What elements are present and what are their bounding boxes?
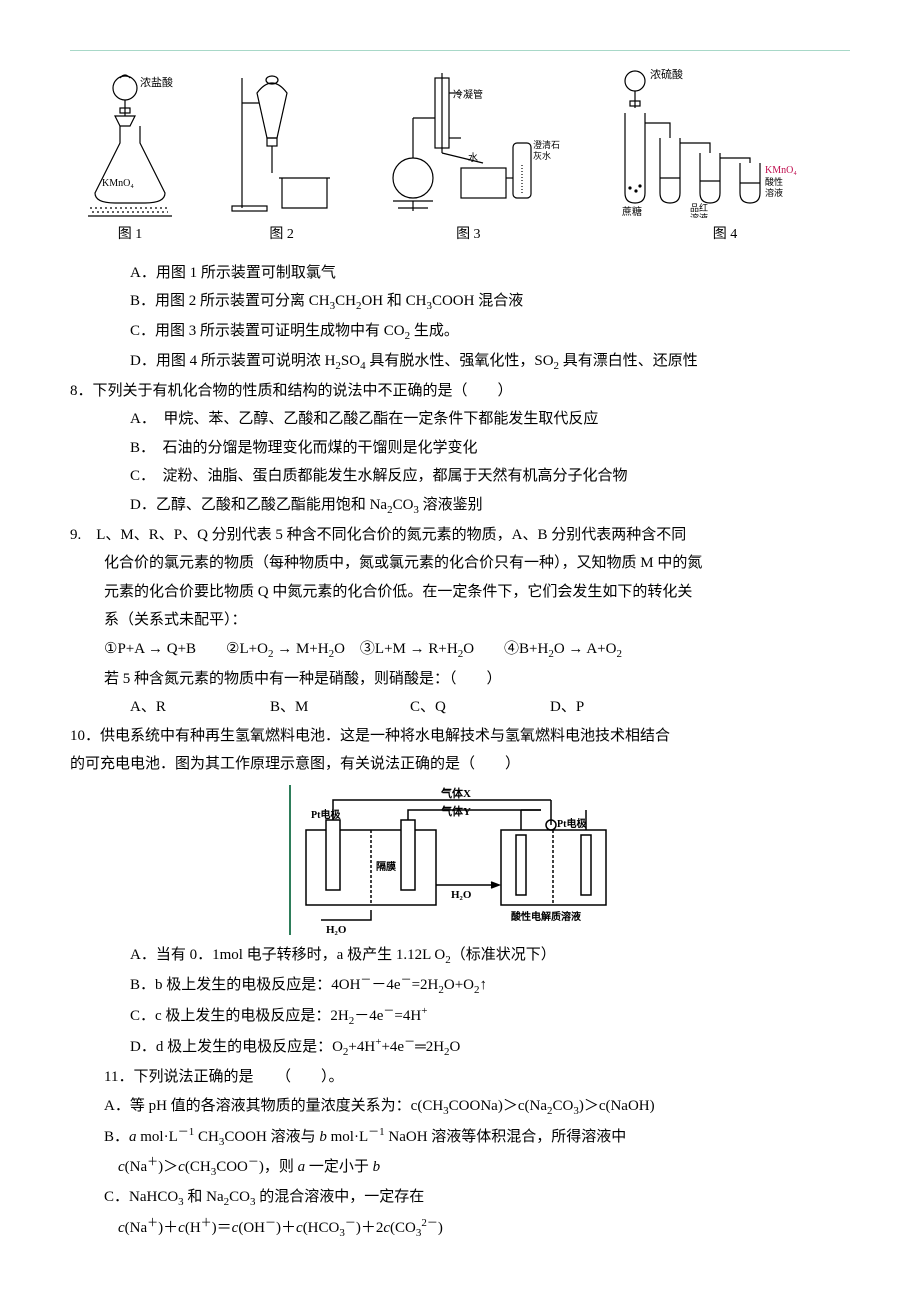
fig3-right-1: 澄清石 <box>533 139 560 150</box>
figure-1: 浓盐酸 KMnO₄ 图 1 <box>70 68 190 249</box>
q11-opt-b2: c(Na＋)＞c(CH3COO－)，则 a 一定小于 b <box>70 1152 850 1183</box>
q9-opt-b: B、M <box>270 693 410 722</box>
figure-4-label: 图 4 <box>713 222 738 249</box>
q9-eqs: ①P+A → Q+B ②L+O2 → M+H2O ③L+M → R+H2O ④B… <box>70 635 850 665</box>
figure-1-svg: 浓盐酸 KMnO₄ <box>70 68 190 218</box>
figure-1-label: 图 1 <box>118 222 143 249</box>
q10-h2o-l: H₂O <box>326 924 347 935</box>
q7-opt-b: B．用图 2 所示装置可分离 CH3CH2OH 和 CH3COOH 混合液 <box>70 287 850 317</box>
fig4-t2b: 溶液 <box>690 212 708 218</box>
q9-opt-a: A、R <box>130 693 270 722</box>
q11-opt-c1: C．NaHCO3 和 Na2CO3 的混合溶液中，一定存在 <box>70 1183 850 1213</box>
q10-stem-2: 的可充电电池．图为其工作原理示意图，有关说法正确的是（ ） <box>70 750 850 779</box>
q9-stem-2: 化合价的氯元素的物质（每种物质中，氮或氯元素的化合价只有一种），又知物质 M 中… <box>70 549 850 578</box>
fig4-top: 浓硫酸 <box>650 67 683 81</box>
q8-opt-a: A． 甲烷、苯、乙醇、乙酸和乙酸乙酯在一定条件下都能发生取代反应 <box>70 405 850 434</box>
figure-2: 图 2 <box>227 68 337 249</box>
q11-opt-a: A．等 pH 值的各溶液其物质的量浓度关系为：c(CH3COONa)＞c(Na2… <box>70 1092 850 1122</box>
q10-opt-c: C．c 极上发生的电极反应是：2H2－4e－=4H+ <box>70 1001 850 1032</box>
figure-4: 浓硫酸 蔗糖 品红 溶液 KMnO₄ 酸性 溶液 图 4 <box>600 63 850 249</box>
q10-stem-1: 10．供电系统中有种再生氢氧燃料电池．这是一种将水电解技术与氢氧燃料电池技术相结… <box>70 722 850 751</box>
q9-stem-3: 元素的化合价要比物质 Q 中氮元素的化合价低。在一定条件下，它们会发生如下的转化… <box>70 578 850 607</box>
q8-opt-b: B． 石油的分馏是物理变化而煤的干馏则是化学变化 <box>70 434 850 463</box>
fig4-t1: 蔗糖 <box>622 205 642 218</box>
figure-4-svg: 浓硫酸 蔗糖 品红 溶液 KMnO₄ 酸性 溶液 <box>600 63 850 218</box>
q9-stem-1: 9. L、M、R、P、Q 分别代表 5 种含不同化合价的氮元素的物质，A、B 分… <box>70 521 850 550</box>
q10-opt-a: A．当有 0．1mol 电子转移时，a 极产生 1.12L O2（标准状况下） <box>70 941 850 971</box>
fig1-label-top: 浓盐酸 <box>140 75 173 89</box>
q9-ask: 若 5 种含氮元素的物质中有一种是硝酸，则硝酸是：（ ） <box>70 665 850 694</box>
q7-opt-a: A．用图 1 所示装置可制取氯气 <box>70 259 850 288</box>
q11-opt-b1: B．a mol·L－1 CH3COOH 溶液与 b mol·L－1 NaOH 溶… <box>70 1122 850 1153</box>
q10-pt-right: Pt电极 <box>557 817 587 830</box>
q9-stem-4: 系（关系式未配平）： <box>70 606 850 635</box>
fig4-t2a: 品红 <box>690 202 708 213</box>
q11-stem: 11．下列说法正确的是 （ ）。 <box>70 1063 850 1092</box>
figure-3: 冷凝管 水 澄清石 灰水 图 3 <box>373 63 563 249</box>
q10-diagram: 气体X 气体Y Pt电极 Pt电极 隔膜 H₂O H₂O 酸性电解质溶液 <box>289 785 631 935</box>
fig4-t3b: 酸性 <box>765 176 783 187</box>
q11-opt-c2: c(Na＋)＋c(H＋)＝c(OH－)＋c(HCO3－)＋2c(CO32－) <box>70 1213 850 1244</box>
q10-diagram-wrap: 气体X 气体Y Pt电极 Pt电极 隔膜 H₂O H₂O 酸性电解质溶液 <box>70 785 850 935</box>
q10-elec: 酸性电解质溶液 <box>511 910 581 923</box>
q9-options: A、R B、M C、Q D、P <box>70 693 850 722</box>
figure-2-svg <box>227 68 337 218</box>
q9-opt-d: D、P <box>550 693 690 722</box>
figure-2-label: 图 2 <box>269 222 294 249</box>
q10-pt-left: Pt电极 <box>311 808 341 821</box>
q10-gasx: 气体X <box>440 786 471 800</box>
fig4-t3c: 溶液 <box>765 187 783 198</box>
figures-row: 浓盐酸 KMnO₄ 图 1 图 2 <box>70 63 850 249</box>
q9-opt-c: C、Q <box>410 693 550 722</box>
fig3-water: 水 <box>468 152 478 164</box>
q8-stem: 8．下列关于有机化合物的性质和结构的说法中不正确的是（ ） <box>70 377 850 406</box>
q7-opt-d: D．用图 4 所示装置可说明浓 H2SO4 具有脱水性、强氧化性，SO2 具有漂… <box>70 347 850 377</box>
q10-opt-d: D．d 极上发生的电极反应是：O2+4H++4e－═2H2O <box>70 1032 850 1063</box>
fig4-t3a: KMnO₄ <box>765 165 797 176</box>
figure-3-svg: 冷凝管 水 澄清石 灰水 <box>373 63 563 218</box>
q8-opt-d: D．乙醇、乙酸和乙酸乙酯能用饱和 Na2CO3 溶液鉴别 <box>70 491 850 521</box>
q8-opt-c: C． 淀粉、油脂、蛋白质都能发生水解反应，都属于天然有机高分子化合物 <box>70 462 850 491</box>
q7-opt-c: C．用图 3 所示装置可证明生成物中有 CO2 生成。 <box>70 317 850 347</box>
top-divider <box>70 50 850 51</box>
fig3-right-2: 灰水 <box>533 150 551 161</box>
fig1-label-flask: KMnO₄ <box>102 178 134 189</box>
figure-3-label: 图 3 <box>456 222 481 249</box>
fig3-cond: 冷凝管 <box>453 88 483 101</box>
q10-gasy: 气体Y <box>440 804 471 818</box>
q10-opt-b: B．b 极上发生的电极反应是：4OH－－4e－=2H2O+O2↑ <box>70 970 850 1001</box>
q10-mem: 隔膜 <box>376 860 396 873</box>
q10-h2o-r: H₂O <box>451 889 472 901</box>
